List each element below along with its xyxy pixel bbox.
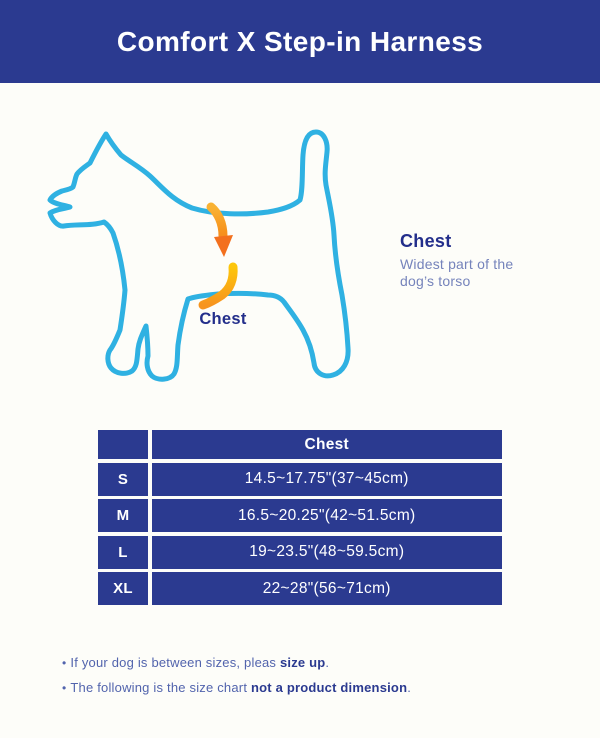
size-chart-table: Chest S 14.5~17.75"(37~45cm) M 16.5~20.25"(… xyxy=(98,430,502,605)
dog-chest-label: Chest xyxy=(199,310,247,328)
table-chest-value-l: 19~23.5"(48~59.5cm) xyxy=(151,535,502,569)
chest-arrow-upper xyxy=(206,202,228,241)
chest-info-heading: Chest xyxy=(400,231,452,251)
dog-body-path xyxy=(47,129,351,382)
bullet-icon: • xyxy=(62,656,67,670)
bullet-icon: • xyxy=(62,680,67,695)
table-chest-value-m: 16.5~20.25"(42~51.5cm) xyxy=(151,499,502,532)
table-size-cell-xl: XL xyxy=(98,572,148,605)
table-header-chest: Chest xyxy=(151,430,502,459)
table-chest-value-xl: 22~28"(56~71cm) xyxy=(151,572,502,605)
footnote-1: • If your dog is between sizes, pleas siz… xyxy=(62,655,330,670)
dog-illustration xyxy=(40,105,380,405)
table-size-cell-s: S xyxy=(98,462,148,496)
chest-info-block: Chest Widest part of the dog’s torso xyxy=(400,231,540,290)
table-corner-cell xyxy=(98,430,148,459)
chest-arrow-head xyxy=(214,235,233,257)
table-size-cell-l: L xyxy=(98,535,148,569)
footnote-2: • The following is the size chart not a p… xyxy=(62,679,412,695)
table-chest-value-s: 14.5~17.75"(37~45cm) xyxy=(151,462,502,496)
dog-outline-icon xyxy=(47,129,351,382)
title-bar: Comfort X Step-in Harness xyxy=(0,0,600,83)
chest-info-description: Widest part of the dog’s torso xyxy=(400,256,514,289)
page-title: Comfort X Step-in Harness xyxy=(116,25,484,57)
table-size-cell-m: M xyxy=(98,499,148,532)
chest-arrow-lower xyxy=(198,262,238,310)
footnotes: • If your dog is between sizes, pleas siz… xyxy=(62,651,542,700)
